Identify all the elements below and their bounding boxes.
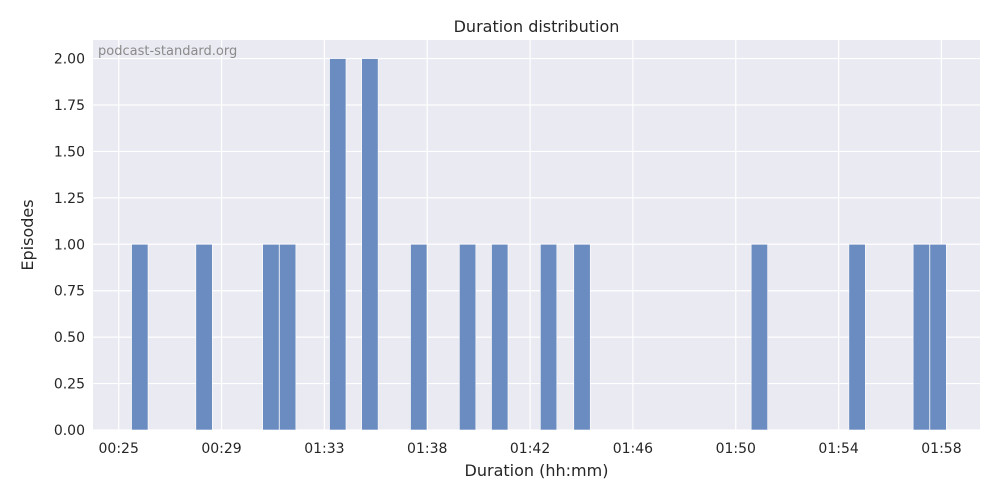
plot-area [93, 40, 980, 430]
x-tick-label: 01:46 [613, 441, 653, 457]
y-tick-label: 0.00 [54, 423, 85, 439]
y-tick-label: 0.25 [54, 377, 85, 393]
x-tick-label: 01:42 [510, 441, 550, 457]
y-tick-label: 0.50 [54, 330, 85, 346]
histogram-bar [131, 243, 149, 431]
y-tick-label: 0.75 [54, 284, 85, 300]
histogram-bar [912, 243, 930, 431]
grid-lines [93, 40, 980, 431]
y-axis-ticks: 0.00 0.25 0.50 0.75 1.00 1.25 1.50 1.75 2.00 [54, 52, 85, 439]
x-tick-label: 01:38 [407, 441, 447, 457]
x-tick-label: 01:58 [921, 441, 961, 457]
x-axis-ticks: 00:25 00:29 01:33 01:38 01:42 01:46 01:50 01:54… [99, 441, 962, 457]
y-tick-label: 2.00 [54, 52, 85, 68]
y-tick-label: 1.50 [54, 144, 85, 160]
histogram-bar [573, 243, 591, 431]
y-tick-label: 1.00 [54, 237, 85, 253]
watermark-text: podcast-standard.org [98, 44, 237, 59]
histogram-bar [195, 243, 213, 431]
y-tick-label: 1.75 [54, 98, 85, 114]
histogram-bar [262, 243, 280, 431]
histogram-bar [929, 243, 947, 431]
histogram-bar [361, 58, 379, 431]
y-axis-title: Episodes [18, 199, 37, 270]
x-tick-label: 00:29 [201, 441, 241, 457]
histogram-bar [491, 243, 509, 431]
chart-title: Duration distribution [454, 17, 620, 36]
histogram-bar [459, 243, 477, 431]
bars [131, 58, 947, 431]
x-tick-label: 01:50 [716, 441, 756, 457]
y-tick-label: 1.25 [54, 191, 85, 207]
x-axis-title: Duration (hh:mm) [465, 461, 609, 480]
histogram-bar [540, 243, 558, 431]
histogram-bar [750, 243, 768, 431]
histogram-bar [410, 243, 428, 431]
x-tick-label: 01:54 [818, 441, 858, 457]
x-tick-label: 01:33 [304, 441, 344, 457]
histogram-bar [848, 243, 866, 431]
histogram-bar [279, 243, 297, 431]
x-tick-label: 00:25 [99, 441, 139, 457]
histogram-bar [329, 58, 347, 431]
